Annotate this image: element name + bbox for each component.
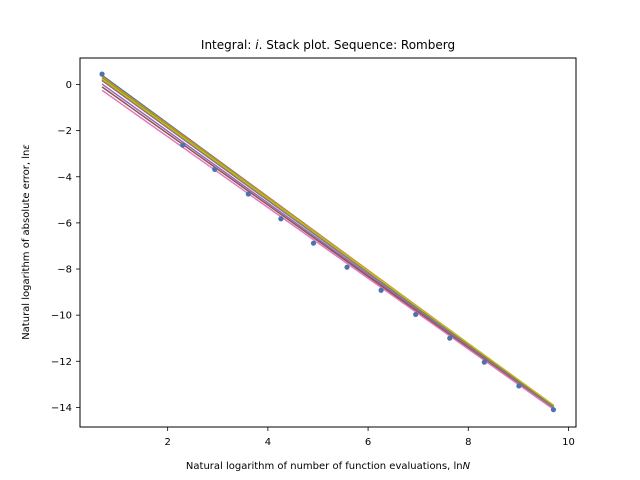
series-line-7 — [101, 89, 554, 410]
x-tick-label: 10 — [562, 437, 575, 448]
data-points — [99, 71, 557, 413]
y-tick-label: −6 — [57, 218, 72, 229]
series-line-8 — [101, 79, 554, 409]
x-tick-label: 6 — [365, 437, 371, 448]
plot-area — [99, 71, 557, 413]
x-axis-label: Natural logarithm of number of function … — [186, 461, 471, 472]
data-point — [99, 71, 105, 77]
data-point — [447, 335, 453, 341]
series-line-6 — [101, 86, 554, 410]
y-tick-label: 0 — [66, 80, 72, 91]
data-point — [180, 142, 186, 148]
y-axis-ticks: 0 −2 −4 −6 −8 −10 −12 −14 — [51, 80, 80, 414]
data-point — [550, 407, 557, 413]
x-axis-ticks: 2 4 6 8 10 — [164, 427, 575, 448]
x-tick-label: 2 — [164, 437, 170, 448]
data-point — [310, 240, 317, 246]
series-line-5 — [101, 83, 554, 409]
series-lines — [101, 74, 554, 410]
data-point — [481, 359, 487, 365]
y-tick-label: −14 — [51, 403, 72, 414]
series-line-9 — [101, 78, 554, 406]
y-axis-label: Natural logarithm of absolute error, lnε — [21, 144, 32, 340]
y-tick-label: −4 — [57, 172, 72, 183]
y-tick-label: −12 — [51, 357, 72, 368]
x-tick-label: 8 — [465, 437, 471, 448]
chart-title: Integral: i. Stack plot. Sequence: Rombe… — [201, 38, 455, 52]
data-point — [378, 287, 384, 293]
y-tick-label: −10 — [51, 311, 72, 322]
data-point — [344, 264, 350, 270]
axes-frame — [79, 57, 577, 428]
data-point — [278, 216, 284, 222]
data-point — [516, 383, 522, 389]
y-tick-label: −2 — [57, 126, 72, 137]
data-point — [212, 166, 218, 172]
data-point — [245, 191, 251, 197]
x-tick-label: 4 — [265, 437, 271, 448]
y-tick-label: −8 — [57, 265, 72, 276]
data-point — [413, 311, 419, 318]
